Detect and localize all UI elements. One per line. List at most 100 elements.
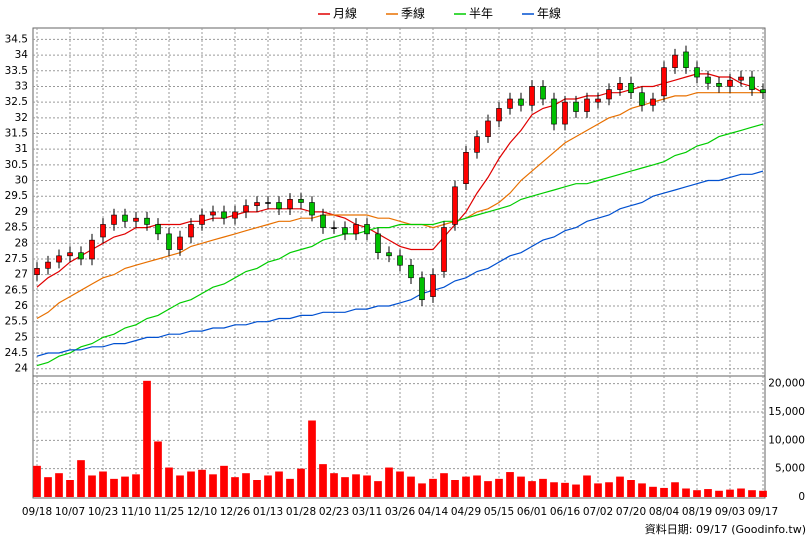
candle-body bbox=[144, 217, 150, 225]
volume-bar bbox=[319, 464, 327, 497]
candle-body bbox=[320, 214, 326, 228]
volume-bar bbox=[572, 484, 580, 497]
legend-label: 月線 bbox=[333, 6, 357, 21]
candle-body bbox=[760, 89, 766, 94]
volume-bar bbox=[363, 475, 371, 497]
volume-bar bbox=[66, 480, 74, 497]
volume-bar bbox=[385, 467, 393, 497]
volume-bar bbox=[154, 441, 162, 497]
x-tick-label: 10/07 bbox=[55, 506, 85, 518]
volume-bar bbox=[77, 460, 85, 497]
volume-bar bbox=[605, 482, 613, 497]
candle-body bbox=[584, 98, 590, 112]
y-tick-label: 29 bbox=[15, 206, 28, 218]
candle-body bbox=[738, 76, 744, 81]
candle-body bbox=[210, 211, 216, 216]
y-tick-label: 33 bbox=[15, 80, 28, 92]
candle-body bbox=[683, 51, 689, 68]
volume-bar bbox=[517, 476, 525, 497]
candle-body bbox=[155, 224, 161, 235]
volume-bar bbox=[451, 480, 459, 497]
y-tick-label: 33.5 bbox=[5, 65, 28, 77]
candle-body bbox=[639, 92, 645, 106]
x-tick-label: 03/11 bbox=[352, 506, 382, 518]
y-tick-label: 24.5 bbox=[5, 347, 28, 359]
candle-body bbox=[199, 214, 205, 225]
candle-body bbox=[34, 268, 40, 275]
x-tick-label: 09/03 bbox=[715, 506, 745, 518]
candle-body bbox=[78, 252, 84, 260]
candle-body bbox=[430, 274, 436, 297]
x-tick-label: 08/19 bbox=[682, 506, 712, 518]
volume-bar bbox=[484, 481, 492, 497]
volume-bar bbox=[308, 420, 316, 497]
y2-tick-label: 5,000 bbox=[775, 463, 805, 475]
volume-bar bbox=[462, 476, 470, 497]
volume-bar bbox=[506, 472, 514, 497]
candle-body bbox=[276, 202, 282, 210]
volume-bar bbox=[275, 471, 283, 497]
x-tick-label: 06/16 bbox=[550, 506, 581, 518]
y-tick-label: 31 bbox=[15, 143, 28, 155]
candle-body bbox=[518, 98, 524, 106]
candle-body bbox=[309, 202, 315, 216]
volume-bar bbox=[33, 465, 41, 497]
volume-bar bbox=[583, 475, 591, 497]
volume-bar bbox=[231, 477, 239, 497]
y-tick-label: 29.5 bbox=[5, 190, 28, 202]
candle-body bbox=[386, 252, 392, 257]
y2-tick-label: 15,000 bbox=[768, 406, 805, 418]
candle-body bbox=[606, 89, 612, 100]
candle-body bbox=[441, 227, 447, 272]
candle-body bbox=[122, 214, 128, 222]
x-tick-label: 03/26 bbox=[385, 506, 416, 518]
candle-body bbox=[221, 211, 227, 219]
candle-body bbox=[133, 217, 139, 222]
volume-bar bbox=[341, 477, 349, 497]
volume-bar bbox=[132, 474, 140, 497]
volume-bar bbox=[649, 486, 657, 497]
x-tick-label: 04/29 bbox=[451, 506, 481, 518]
x-tick-label: 05/15 bbox=[484, 506, 514, 518]
volume-bar bbox=[407, 476, 415, 497]
candle-body bbox=[551, 98, 557, 125]
x-tick-label: 01/28 bbox=[286, 506, 316, 518]
candle-body bbox=[650, 98, 656, 106]
volume-bar bbox=[539, 478, 547, 497]
y2-tick-label: 10,000 bbox=[768, 434, 805, 446]
volume-bar bbox=[759, 490, 767, 497]
candle-body bbox=[661, 67, 667, 97]
volume-bar bbox=[352, 474, 360, 497]
x-tick-label: 07/20 bbox=[616, 506, 646, 518]
volume-bar bbox=[737, 488, 745, 497]
volume-bar bbox=[374, 481, 382, 497]
candle-body bbox=[364, 224, 370, 235]
volume-bar bbox=[715, 490, 723, 497]
y-tick-label: 28 bbox=[15, 237, 28, 249]
ma-line bbox=[36, 170, 764, 357]
candle-body bbox=[111, 214, 117, 225]
plot-frame bbox=[32, 27, 766, 499]
y-tick-label: 24 bbox=[15, 363, 29, 375]
volume-bar bbox=[429, 478, 437, 497]
volume-bar bbox=[209, 474, 217, 497]
volume-bar bbox=[121, 476, 129, 497]
x-tick-label: 11/25 bbox=[154, 506, 184, 518]
candle-body bbox=[529, 86, 535, 106]
candle-body bbox=[298, 199, 304, 203]
volume-bar bbox=[198, 469, 206, 497]
x-tick-label: 07/02 bbox=[583, 506, 613, 518]
footer: 資料日期: 09/17 (Goodinfo.tw) bbox=[645, 522, 806, 536]
volume-bar bbox=[748, 490, 756, 497]
y-tick-label: 31.5 bbox=[5, 128, 28, 140]
volume-bar bbox=[110, 478, 118, 497]
y-tick-label: 27.5 bbox=[5, 253, 28, 265]
volume-bar bbox=[627, 480, 635, 497]
y-tick-label: 34 bbox=[15, 49, 29, 61]
y-tick-label: 32 bbox=[15, 112, 28, 124]
candle-body bbox=[672, 54, 678, 68]
volume-bar bbox=[418, 483, 426, 497]
candle-body bbox=[694, 67, 700, 78]
candle-body bbox=[463, 152, 469, 184]
